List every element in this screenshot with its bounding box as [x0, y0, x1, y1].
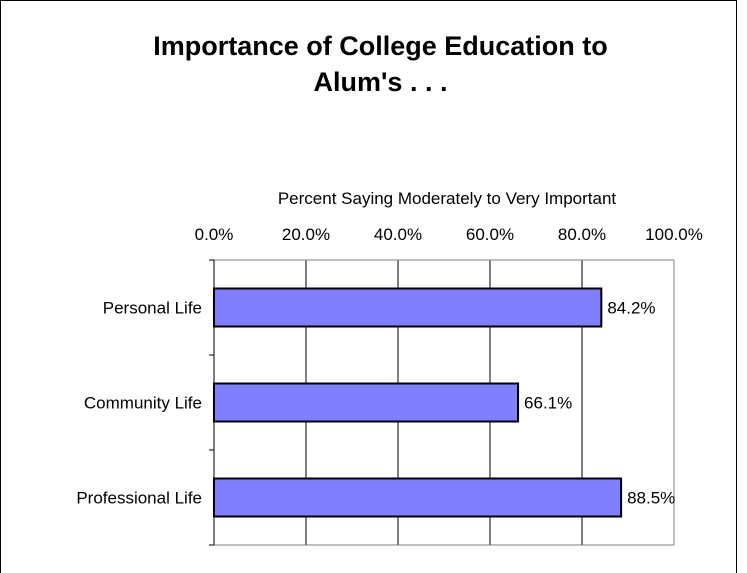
- bar-1: [213, 382, 520, 423]
- x-tick-label-3: 60.0%: [466, 225, 514, 244]
- data-label-0: 84.2%: [607, 299, 655, 318]
- x-tick-label-0: 0.0%: [195, 225, 234, 244]
- category-label-2: Professional Life: [76, 489, 202, 508]
- category-label-1: Community Life: [84, 394, 202, 413]
- chart-title: Importance of College Education to Alum'…: [0, 28, 747, 100]
- bar-2: [213, 477, 623, 518]
- bar-0: [213, 287, 603, 328]
- x-tick-label-2: 40.0%: [374, 225, 422, 244]
- x-tick-label-1: 20.0%: [282, 225, 330, 244]
- data-label-2: 88.5%: [627, 489, 675, 508]
- chart-title-line-2: Alum's . . .: [313, 67, 448, 97]
- category-label-0: Personal Life: [103, 299, 202, 318]
- x-tick-label-5: 100.0%: [645, 225, 703, 244]
- chart-title-line-1: Importance of College Education to: [153, 31, 608, 61]
- x-tick-label-4: 80.0%: [558, 225, 606, 244]
- data-label-1: 66.1%: [524, 394, 572, 413]
- x-axis-title: Percent Saying Moderately to Very Import…: [278, 189, 617, 208]
